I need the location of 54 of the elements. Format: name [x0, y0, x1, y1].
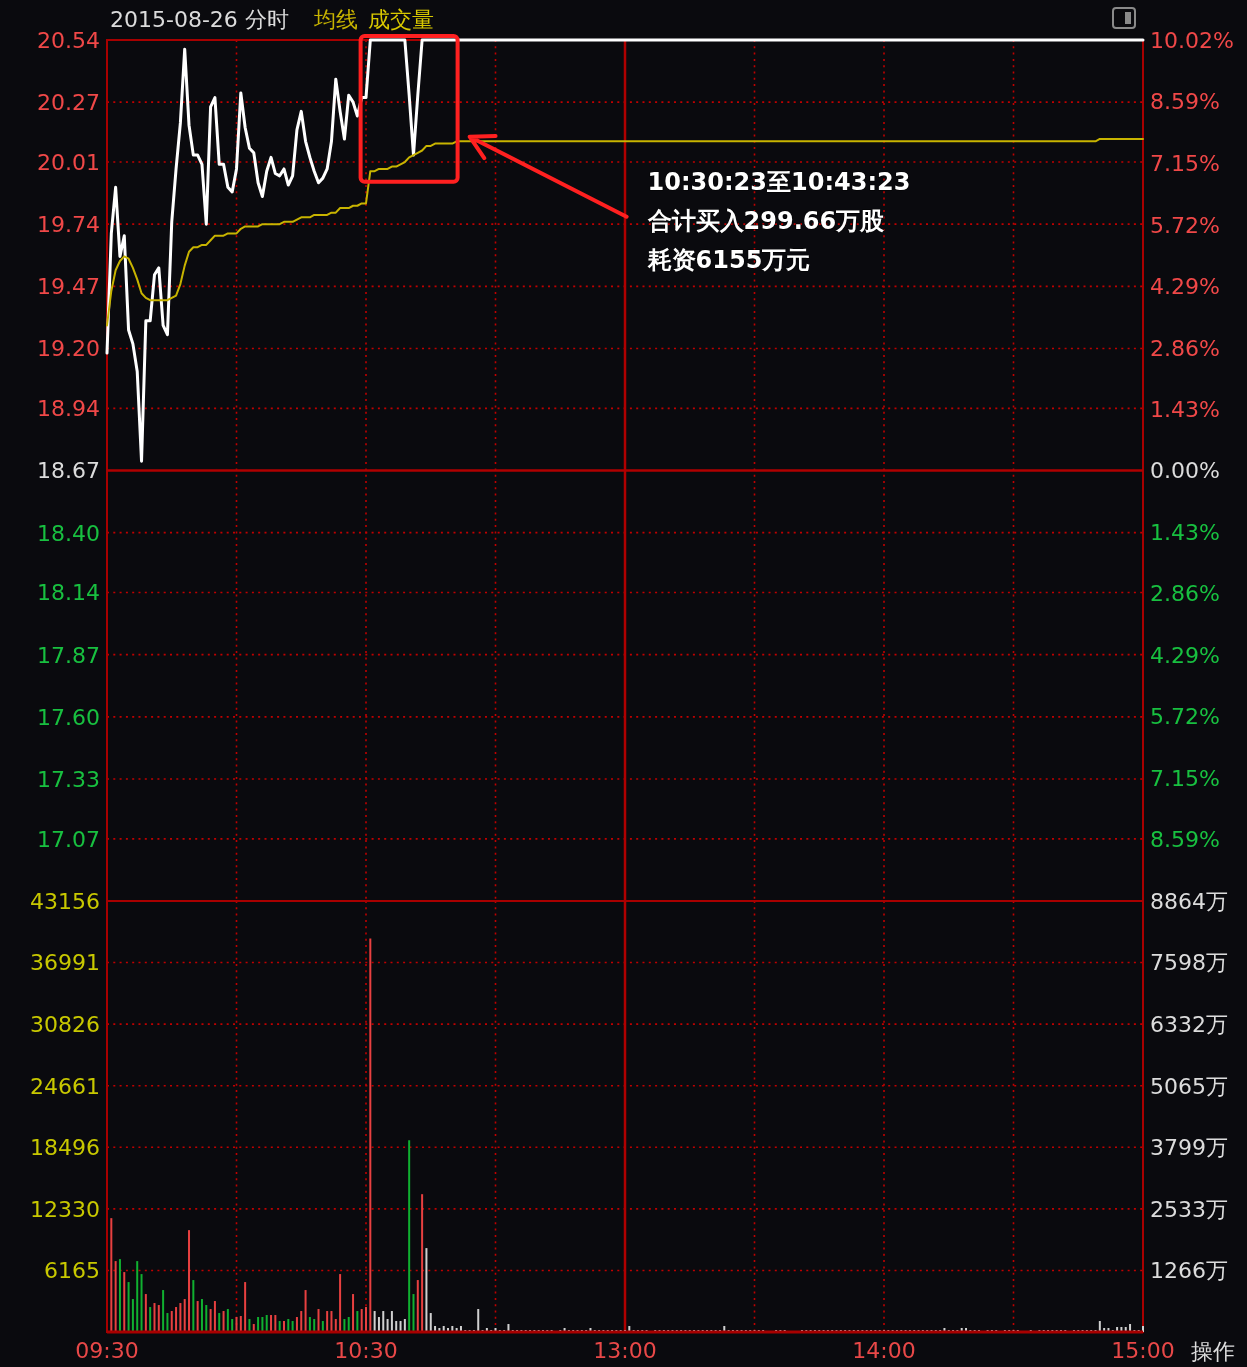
y2-tick-label: 1.43% [1150, 396, 1220, 422]
y-tick-label: 17.33 [37, 766, 100, 792]
y-tick-label: 43156 [30, 888, 100, 914]
y-tick-label: 30826 [30, 1012, 100, 1038]
y2-tick-label: 2.86% [1150, 335, 1220, 361]
chart-title: 2015-08-26 分时 [110, 7, 289, 32]
text: 操作 [1191, 1339, 1235, 1364]
y2-tick-label: 4.29% [1150, 274, 1220, 300]
y-tick-label: 18.94 [37, 396, 100, 422]
annotation: 耗资6155万元 [646, 245, 811, 274]
y-tick-label: 18.40 [37, 520, 100, 546]
y-tick-label: 36991 [30, 950, 100, 976]
x-tick-label: 14:00 [852, 1338, 916, 1363]
y2-tick-label: 5.72% [1150, 704, 1220, 730]
y2-tick-label: 4.29% [1150, 642, 1220, 668]
y2-tick-label: 5065万 [1150, 1073, 1228, 1099]
y-tick-label: 18496 [30, 1135, 100, 1161]
y-tick-label: 18.14 [37, 580, 100, 606]
y-tick-label: 17.60 [37, 704, 100, 730]
y-tick-label: 20.27 [37, 90, 100, 116]
y-tick-label: 6165 [44, 1258, 100, 1284]
annotation: 合计买入299.66万股 [646, 206, 886, 235]
y-tick-label: 17.87 [37, 642, 100, 668]
y2-tick-label: 8864万 [1150, 888, 1228, 914]
x-tick-label: 13:00 [593, 1338, 657, 1363]
x-tick-label: 09:30 [75, 1338, 139, 1363]
y-tick-label: 19.47 [37, 274, 100, 300]
y2-tick-label: 5.72% [1150, 212, 1220, 238]
y2-tick-label: 3799万 [1150, 1135, 1228, 1161]
annotation: 10:30:23至10:43:23 [647, 167, 911, 196]
y-tick-label: 17.07 [37, 826, 100, 852]
y2-tick-label: 7.15% [1150, 151, 1220, 177]
y2-tick-label: 1266万 [1150, 1258, 1228, 1284]
y-tick-label: 20.01 [37, 149, 100, 175]
y-tick-label: 12330 [30, 1196, 100, 1222]
y2-tick-label: 7.15% [1150, 765, 1220, 791]
y2-tick-label: 8.59% [1150, 89, 1220, 115]
y2-tick-label: 10.02% [1150, 27, 1234, 53]
y2-tick-label: 8.59% [1150, 827, 1220, 853]
y-tick-label: 19.20 [37, 336, 100, 362]
x-tick-label: 15:00 [1111, 1338, 1175, 1363]
y-tick-label: 18.67 [37, 458, 100, 484]
y2-tick-label: 2533万 [1150, 1196, 1228, 1222]
y2-tick-label: 0.00% [1150, 458, 1220, 484]
y2-tick-label: 7598万 [1150, 950, 1228, 976]
y-tick-label: 20.54 [37, 27, 100, 53]
y-tick-label: 19.74 [37, 212, 100, 238]
y2-tick-label: 6332万 [1150, 1012, 1228, 1038]
x-tick-label: 10:30 [334, 1338, 398, 1363]
text: 成交量 [368, 7, 435, 32]
y-tick-label: 24661 [30, 1073, 100, 1099]
y2-tick-label: 1.43% [1150, 519, 1220, 545]
text: 均线 [313, 7, 359, 32]
y2-tick-label: 2.86% [1150, 581, 1220, 607]
